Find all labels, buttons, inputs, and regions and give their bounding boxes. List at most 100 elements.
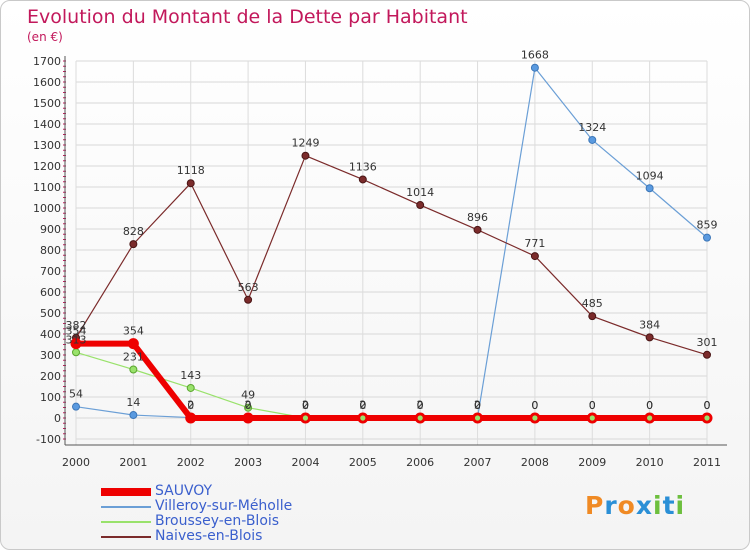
y-tick-label: 100 <box>40 391 61 404</box>
data-label: 0 <box>359 399 366 412</box>
data-label: 485 <box>582 297 603 310</box>
legend-label: Broussey-en-Blois <box>155 513 280 529</box>
data-point <box>129 411 138 420</box>
legend-swatch <box>101 488 151 496</box>
data-point <box>242 412 254 424</box>
y-tick-label: 1300 <box>33 139 61 152</box>
x-tick-label: 2007 <box>464 456 492 469</box>
logo-letter: x <box>635 491 653 520</box>
x-tick-label: 2004 <box>291 456 319 469</box>
legend-swatch <box>101 521 151 523</box>
data-label: 0 <box>474 399 481 412</box>
data-label: 563 <box>238 281 259 294</box>
data-label: 1014 <box>406 186 434 199</box>
data-label: 0 <box>417 399 424 412</box>
data-label: 14 <box>126 396 140 409</box>
data-label: 354 <box>66 325 87 338</box>
data-point <box>530 252 539 261</box>
y-tick-label: -100 <box>36 433 61 446</box>
x-tick-label: 2005 <box>349 456 377 469</box>
data-label: 2 <box>187 399 194 412</box>
data-point <box>530 63 539 72</box>
data-point <box>704 415 710 421</box>
data-point <box>645 333 654 342</box>
data-label: 1324 <box>578 121 606 134</box>
series-line <box>76 340 707 421</box>
y-tick-label: 400 <box>40 328 61 341</box>
data-label: 0 <box>704 399 711 412</box>
y-tick-label: 800 <box>40 244 61 257</box>
data-label: 0 <box>646 399 653 412</box>
data-point <box>589 415 595 421</box>
data-point <box>360 415 366 421</box>
data-point <box>70 338 82 350</box>
data-label: 0 <box>589 399 596 412</box>
logo-letter: i <box>675 491 686 520</box>
data-point <box>474 415 481 421</box>
data-label: 313 <box>66 333 87 346</box>
chart-title: Evolution du Montant de la Dette par Hab… <box>27 6 468 28</box>
x-tick-label: 2008 <box>521 456 549 469</box>
logo-letter: t <box>662 491 676 520</box>
x-tick-label: 2006 <box>406 456 434 469</box>
data-label: 382 <box>66 319 87 332</box>
data-label: 143 <box>180 369 201 382</box>
data-point <box>129 365 138 374</box>
logo-letter: i <box>653 491 663 520</box>
data-label: 2 <box>359 399 366 412</box>
data-label: 2 <box>245 399 252 412</box>
data-label: 0 <box>531 399 538 412</box>
y-tick-label: 1200 <box>33 160 61 173</box>
data-point <box>588 312 597 321</box>
x-tick-label: 2010 <box>636 456 664 469</box>
logo-letter: o <box>617 491 636 520</box>
data-label: 896 <box>467 211 488 224</box>
data-label: 0 <box>531 399 538 412</box>
y-tick-label: 0 <box>54 412 61 425</box>
y-tick-label: 900 <box>40 223 61 236</box>
data-label: 301 <box>697 336 718 349</box>
legend-label: SAUVOY <box>155 483 213 499</box>
series-line <box>75 351 707 419</box>
data-point <box>645 184 654 193</box>
y-tick-label: 500 <box>40 307 61 320</box>
y-tick-label: 200 <box>40 370 61 383</box>
data-label: 0 <box>302 399 309 412</box>
y-tick-label: 1000 <box>33 202 61 215</box>
data-label: 1668 <box>521 49 549 62</box>
logo-letter: P <box>585 491 605 520</box>
legend-swatch <box>101 506 151 508</box>
data-label: 0 <box>302 399 309 412</box>
data-label: 0 <box>417 399 424 412</box>
legend-label: Villeroy-sur-Méholle <box>155 498 293 514</box>
data-point <box>244 295 253 304</box>
data-label: 1249 <box>291 137 319 150</box>
data-label: 1094 <box>636 169 664 182</box>
data-point <box>186 179 195 188</box>
data-label: 0 <box>187 399 194 412</box>
data-label: 354 <box>123 325 144 338</box>
data-label: 0 <box>589 399 596 412</box>
data-label: 2 <box>417 399 424 412</box>
proxiti-logo: Proxiti <box>585 491 685 520</box>
data-point <box>185 412 197 424</box>
data-label: 384 <box>639 318 660 331</box>
data-point <box>473 225 482 234</box>
data-point <box>703 350 711 359</box>
data-point <box>703 233 711 242</box>
data-label: 49 <box>241 389 255 402</box>
y-tick-label: 1100 <box>33 181 61 194</box>
data-point <box>72 402 80 411</box>
legend-label: Naives-en-Blois <box>155 528 263 544</box>
y-tick-label: 700 <box>40 265 61 278</box>
data-point <box>417 415 423 421</box>
data-label: 0 <box>704 399 711 412</box>
data-point <box>647 415 653 421</box>
x-tick-label: 2000 <box>62 456 90 469</box>
data-point <box>72 348 80 357</box>
data-label: 1136 <box>349 160 377 173</box>
x-tick-label: 2011 <box>693 456 721 469</box>
y-tick-label: 1700 <box>33 55 61 68</box>
